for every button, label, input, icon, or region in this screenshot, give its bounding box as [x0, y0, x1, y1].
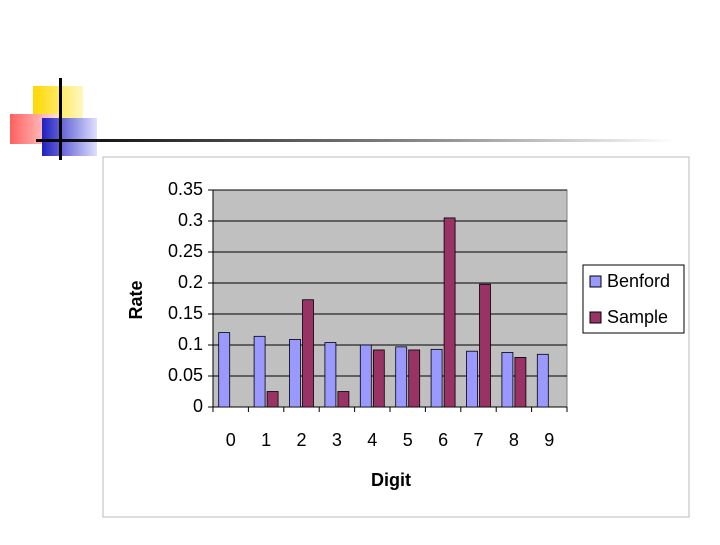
bar	[466, 350, 478, 408]
y-tick-label: 0.15	[168, 303, 203, 323]
y-tick-label: 0.35	[168, 179, 203, 199]
x-tick-label: 1	[261, 430, 271, 450]
bar	[514, 356, 527, 408]
bar	[324, 342, 337, 408]
bar	[372, 349, 385, 408]
y-tick-label: 0.2	[178, 272, 203, 292]
y-tick-label: 0.3	[178, 210, 203, 230]
bar	[359, 344, 372, 408]
y-tick-label: 0.05	[168, 365, 203, 385]
y-tick-label: 0	[193, 396, 203, 416]
bar	[479, 283, 491, 408]
x-tick-label: 0	[226, 430, 236, 450]
x-tick-label: 8	[509, 430, 519, 450]
bar	[501, 352, 514, 408]
x-tick-label: 6	[438, 430, 448, 450]
legend-label: Sample	[607, 307, 668, 327]
bar	[430, 348, 443, 408]
decoration	[10, 78, 676, 160]
bar	[253, 335, 266, 408]
x-tick-label: 5	[403, 430, 413, 450]
x-tick-label: 7	[473, 430, 483, 450]
y-tick-label: 0.25	[168, 241, 203, 261]
y-axis-label: Rate	[126, 280, 146, 319]
legend-label: Benford	[607, 271, 670, 291]
x-axis-label: Digit	[371, 470, 411, 490]
bar	[408, 349, 421, 408]
legend-swatch	[589, 311, 602, 324]
y-tick-label: 0.1	[178, 334, 203, 354]
x-tick-label: 2	[296, 430, 306, 450]
bar	[536, 353, 549, 408]
bar	[266, 391, 279, 408]
chart: 0 0.05 0.1 0.15 0.2 0.25 0.3 0.35 0 1 2 3 4 5 6 7 8 9 Benf…	[168, 179, 685, 450]
x-tick-label: 9	[544, 430, 554, 450]
bar	[289, 339, 301, 408]
plot-area	[212, 189, 568, 408]
bar	[395, 346, 408, 408]
legend-swatch	[589, 275, 602, 288]
bar	[218, 332, 231, 408]
bar	[302, 299, 314, 408]
bar	[443, 217, 456, 408]
x-tick-label: 3	[332, 430, 342, 450]
x-tick-label: 4	[367, 430, 377, 450]
bar	[337, 391, 350, 408]
